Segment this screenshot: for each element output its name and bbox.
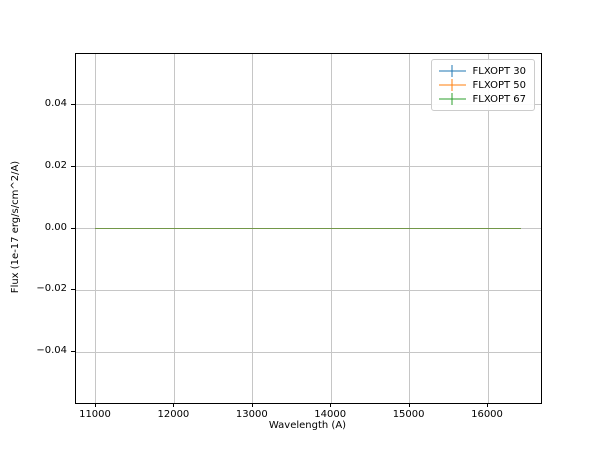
x-tick-mark [487,403,488,407]
y-axis-label: Flux (1e-17 erg/s/cm^2/A) [10,160,21,294]
x-tick-mark [408,403,410,407]
y-tick-label: −0.02 [36,283,67,295]
legend-row: FLXOPT 30 [438,64,526,78]
y-tick-mark [71,227,75,229]
legend-label: FLXOPT 67 [472,93,526,105]
legend: FLXOPT 30 FLXOPT 50 FLXOPT 67 [430,59,535,111]
x-tick-label: 16000 [471,409,503,420]
y-gridline [76,104,541,106]
plot-area: FLXOPT 30 FLXOPT 50 FLXOPT 67 [75,53,542,404]
x-tick-mark [330,403,332,407]
legend-row: FLXOPT 67 [438,92,526,106]
y-tick-mark [71,351,75,353]
legend-label: FLXOPT 50 [472,79,526,91]
legend-label: FLXOPT 30 [472,65,526,77]
errorbar-marker-icon [438,79,466,92]
errorbar-marker-icon [438,65,466,78]
x-tick-label: 11000 [79,409,111,420]
legend-row: FLXOPT 50 [438,78,526,92]
y-tick-label: 0.00 [44,221,67,233]
y-tick-mark [71,103,75,105]
x-tick-label: 13000 [235,409,268,420]
y-gridline [76,351,541,353]
errorbar-marker-icon [438,93,466,106]
x-tick-label: 15000 [392,409,425,420]
y-tick-label: −0.04 [36,345,67,357]
x-tick-mark [94,403,96,407]
y-tick-mark [71,165,75,167]
y-tick-label: 0.04 [44,97,67,109]
y-gridline [76,166,541,168]
y-tick-label: 0.02 [44,159,67,171]
series-line-flxopt-67 [95,227,522,230]
x-tick-label: 14000 [314,409,347,420]
y-gridline [76,289,541,291]
x-tick-label: 12000 [157,409,190,420]
y-tick-mark [71,289,75,291]
x-tick-mark [251,403,253,407]
x-axis-label: Wavelength (A) [268,420,347,431]
x-tick-mark [173,403,175,407]
